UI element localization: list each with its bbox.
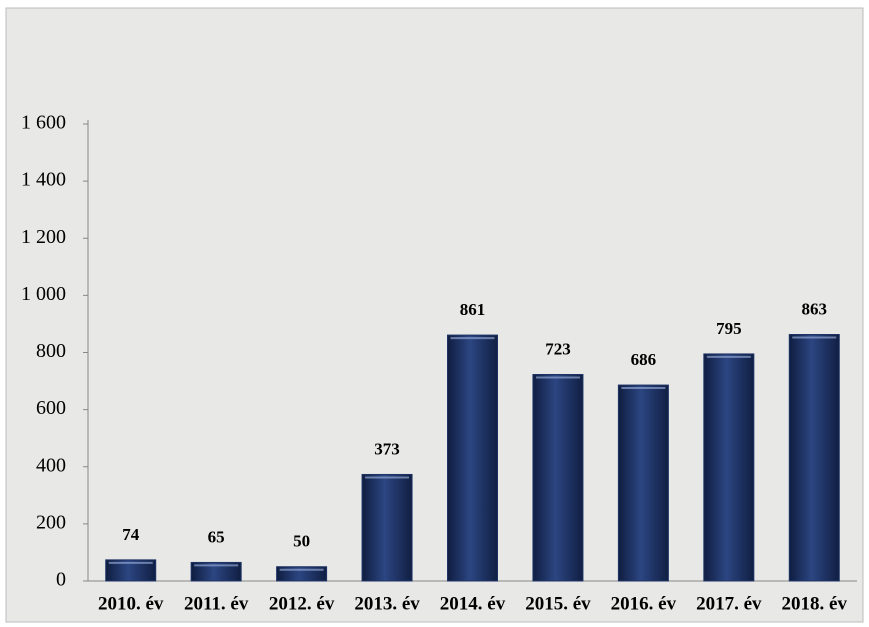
data-label: 74: [122, 525, 140, 544]
data-label: 861: [460, 300, 486, 319]
x-tick-label: 2012. év: [269, 593, 335, 614]
data-label: 795: [716, 319, 742, 338]
x-tick-label: 2015. év: [525, 593, 591, 614]
x-tick-label: 2010. év: [98, 593, 164, 614]
data-label: 686: [631, 350, 657, 369]
x-tick-label: 2014. év: [440, 593, 506, 614]
x-tick-label: 2018. év: [782, 593, 848, 614]
x-tick-label: 2017. év: [696, 593, 762, 614]
x-tick-label: 2016. év: [611, 593, 677, 614]
data-label: 723: [545, 339, 571, 358]
y-tick-label: 1 600: [21, 112, 66, 134]
bar: [788, 334, 840, 582]
data-label: 50: [293, 532, 310, 551]
y-tick-label: 1 200: [21, 226, 66, 248]
bar: [105, 559, 157, 582]
bar: [361, 473, 413, 582]
y-tick-label: 0: [56, 569, 66, 591]
bar: [532, 373, 584, 582]
data-label: 863: [802, 299, 828, 318]
y-tick-label: 1 000: [21, 283, 66, 305]
bar: [447, 334, 498, 582]
bar: [617, 384, 669, 582]
data-label: 65: [208, 527, 225, 546]
y-tick-label: 200: [36, 511, 66, 533]
x-tick-label: 2013. év: [354, 593, 420, 614]
y-tick-label: 1 400: [21, 169, 66, 191]
y-tick-label: 600: [36, 397, 66, 419]
bar: [703, 353, 755, 582]
data-label: 373: [374, 439, 400, 458]
bar: [190, 561, 242, 582]
y-tick-label: 800: [36, 340, 66, 362]
y-tick-label: 400: [36, 454, 66, 476]
x-tick-label: 2011. év: [184, 593, 249, 614]
